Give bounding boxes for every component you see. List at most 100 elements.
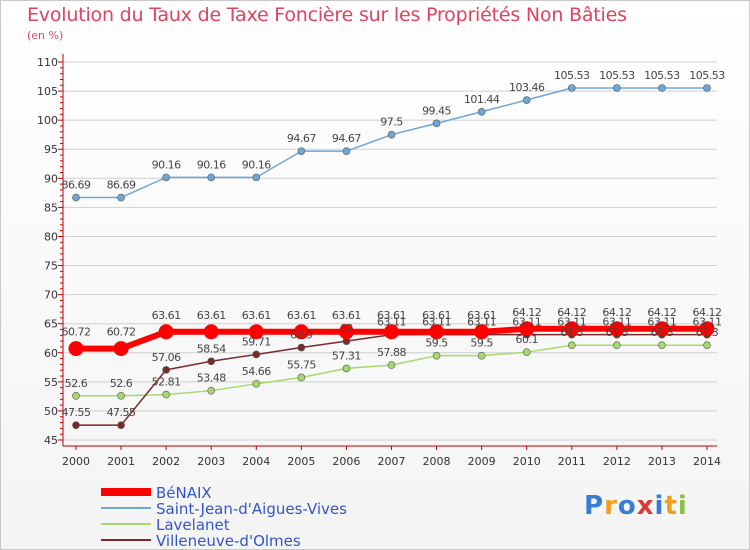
- data-point: [658, 341, 666, 350]
- data-label: 61.3: [651, 326, 674, 339]
- y-tick-label: 55: [44, 376, 58, 389]
- x-tick-label: 2003: [197, 455, 225, 468]
- data-point: [477, 351, 486, 360]
- data-label: 64.12: [557, 306, 586, 319]
- data-point: [72, 193, 80, 202]
- data-label: 62: [340, 322, 353, 335]
- data-label: 63.61: [242, 309, 271, 322]
- data-label: 60.1: [515, 333, 538, 346]
- logo-letter: i: [677, 491, 688, 521]
- data-label: 61.3: [561, 326, 584, 339]
- data-point: [72, 392, 80, 400]
- logo-letter: i: [654, 491, 665, 521]
- data-point: [699, 321, 715, 337]
- data-label: 94.67: [332, 132, 361, 145]
- data-point: [522, 96, 531, 104]
- data-label: 105.53: [644, 69, 680, 82]
- data-label: 64.12: [693, 306, 722, 319]
- x-tick-label: 2012: [603, 455, 631, 468]
- data-point: [564, 321, 580, 337]
- data-label: 63.61: [287, 309, 316, 322]
- unit-label: (en %): [27, 29, 64, 42]
- data-label: 105.53: [599, 69, 635, 82]
- data-point: [429, 324, 445, 340]
- data-label: 52.6: [110, 377, 133, 390]
- data-point: [297, 373, 306, 382]
- data-label: 60.72: [107, 326, 136, 339]
- data-label: 90.16: [242, 158, 271, 171]
- data-point: [248, 324, 264, 340]
- x-tick-label: 2010: [513, 455, 541, 468]
- data-label: 63.11: [602, 316, 631, 329]
- y-tick-label: 80: [44, 230, 58, 243]
- data-point: [338, 324, 354, 340]
- x-tick-label: 2002: [152, 455, 180, 468]
- data-point: [613, 341, 621, 350]
- data-label: 63.11: [377, 316, 406, 329]
- data-label: 86.69: [107, 179, 136, 192]
- data-point: [158, 324, 174, 340]
- logo-letter: x: [636, 491, 655, 521]
- data-point: [342, 364, 351, 373]
- data-label: 61.3: [606, 326, 629, 339]
- x-tick-label: 2000: [62, 455, 90, 468]
- data-label: 58.54: [197, 342, 226, 355]
- legend: BéNAIXSaint-Jean-d'Aigues-VivesLavelanet…: [101, 484, 347, 549]
- data-point: [252, 380, 261, 388]
- grid: [61, 61, 717, 441]
- y-tick-label: 70: [44, 289, 58, 302]
- data-label: 86.69: [62, 179, 91, 192]
- data-label: 63.61: [332, 309, 361, 322]
- data-label: 55.75: [287, 358, 316, 371]
- data-label: 47.55: [107, 406, 136, 419]
- data-point: [162, 173, 170, 182]
- x-tick-label: 2005: [287, 455, 315, 468]
- axes: 45 50 55 60 65 70 75 80 85 90 95 100 105 110 2000 2001 2…: [37, 54, 721, 468]
- data-point: [654, 321, 670, 337]
- data-point: [117, 193, 125, 202]
- data-point: [252, 350, 261, 359]
- data-point: [567, 341, 576, 350]
- data-label: 57.88: [377, 346, 406, 359]
- data-point: [387, 130, 396, 139]
- x-tick-label: 2004: [242, 455, 270, 468]
- y-tick-label: 105: [37, 85, 58, 98]
- data-label: 94.67: [287, 132, 316, 145]
- data-point: [613, 84, 621, 92]
- data-point: [387, 361, 396, 369]
- x-tick-label: 2014: [693, 455, 721, 468]
- y-tick-label: 45: [44, 434, 58, 447]
- series-lines: [68, 84, 715, 429]
- page-title: Evolution du Taux de Taxe Foncière sur l…: [27, 4, 627, 26]
- data-label: 63.11: [512, 316, 541, 329]
- data-point: [207, 173, 216, 182]
- data-label: 90.16: [197, 158, 226, 171]
- data-label: 53.48: [197, 372, 226, 385]
- data-point: [207, 386, 216, 395]
- data-label: 63.61: [377, 309, 406, 322]
- data-label: 105.53: [554, 69, 590, 82]
- logo-letter: t: [664, 491, 678, 521]
- data-point: [117, 421, 125, 429]
- y-tick-label: 75: [44, 260, 58, 273]
- data-point: [703, 341, 711, 350]
- data-label: 61.3: [696, 326, 719, 339]
- legend-label-3: Villeneuve-d'Olmes: [156, 532, 301, 549]
- y-tick-label: 110: [37, 56, 58, 69]
- data-point: [522, 348, 531, 356]
- x-tick-label: 2011: [558, 455, 586, 468]
- data-label: 57.31: [332, 349, 361, 362]
- data-label: 64.12: [512, 306, 541, 319]
- data-label: 64.12: [602, 306, 631, 319]
- x-tick-label: 2001: [107, 455, 135, 468]
- data-point: [297, 147, 306, 155]
- x-tick-label: 2009: [468, 455, 496, 468]
- data-point: [162, 366, 170, 374]
- data-point: [72, 421, 80, 429]
- data-point: [609, 321, 625, 337]
- data-label: 101.44: [464, 93, 500, 106]
- data-point: [252, 173, 261, 182]
- data-point: [162, 390, 170, 399]
